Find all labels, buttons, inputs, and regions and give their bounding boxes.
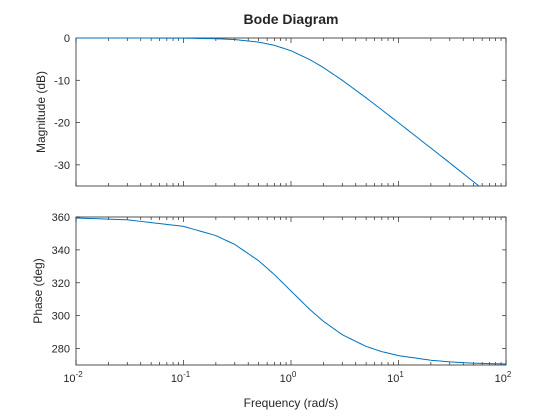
phase-panel: 280 300 320 340 360 Phase (deg) <box>31 212 507 366</box>
x-tick-base: 10 <box>171 373 183 385</box>
magnitude-ylabel: Magnitude (dB) <box>34 71 48 153</box>
x-tick-base: 10 <box>280 373 292 385</box>
x-tick-base: 10 <box>495 373 507 385</box>
x-tick-base: 10 <box>387 373 399 385</box>
y-tick-label: -30 <box>54 160 70 172</box>
x-tick-label: 10-2 <box>63 370 83 385</box>
x-tick-label: 10-1 <box>171 370 191 385</box>
y-tick-label: 340 <box>52 245 70 257</box>
phase-ylabel: Phase (deg) <box>31 258 45 323</box>
x-tick-exponent: -2 <box>76 370 84 379</box>
magnitude-panel: 0 -10 -20 -30 Magnitude (dB) <box>34 33 507 187</box>
magnitude-axes-box <box>75 37 507 187</box>
x-tick-exponent: 2 <box>507 370 512 379</box>
y-tick-label: 360 <box>52 212 70 224</box>
chart-title: Bode Diagram <box>244 11 339 27</box>
x-tick-base: 10 <box>63 373 75 385</box>
y-tick-label: -10 <box>54 75 70 87</box>
x-tick-label: 102 <box>495 370 512 385</box>
magnitude-curve <box>76 37 480 187</box>
x-tick-label: 100 <box>280 370 297 385</box>
x-axis-label: Frequency (rad/s) <box>244 396 339 410</box>
y-tick-label: 300 <box>52 311 70 323</box>
x-tick-exponent: 1 <box>399 370 404 379</box>
x-tick-labels: 10-2 10-1 100 101 102 <box>63 370 512 385</box>
x-tick-exponent: -1 <box>183 370 191 379</box>
phase-curve <box>75 217 507 365</box>
y-tick-label: 320 <box>52 278 70 290</box>
x-tick-label: 101 <box>387 370 404 385</box>
y-tick-label: 0 <box>64 33 70 45</box>
y-tick-label: -20 <box>54 118 70 130</box>
y-tick-label: 280 <box>52 344 70 356</box>
x-tick-exponent: 0 <box>292 370 297 379</box>
